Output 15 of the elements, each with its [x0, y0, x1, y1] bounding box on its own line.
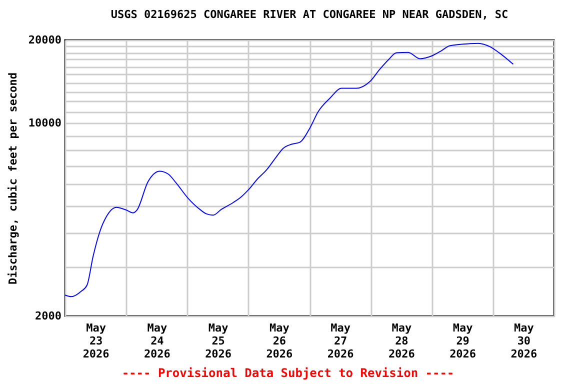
- y-tick-label: 2000: [35, 310, 62, 322]
- text: ---- Provisional Data Subject to Revision ----: [120, 366, 456, 380]
- x-tick-label: May 29 2026: [450, 322, 476, 360]
- x-tick-label: May 28 2026: [388, 322, 416, 360]
- y-axis-title: Discharge, cubic feet per second: [6, 72, 20, 284]
- chart-title: USGS 02169625 CONGAREE RIVER AT CONGAREE NP NEAR GADSDEN, SC: [110, 8, 508, 21]
- x-tick-label: May 24 2026: [144, 322, 171, 360]
- x-tick-label: May 25 2026: [205, 322, 232, 360]
- x-tick-label: May 27 2026: [327, 322, 354, 360]
- y-tick-label: 10000: [28, 116, 62, 130]
- y-tick-label: 20000: [28, 34, 62, 46]
- x-tick-label: May 26 2026: [266, 322, 294, 360]
- line-series: [64, 42, 514, 298]
- x-tick-label: May 23 2026: [82, 322, 110, 360]
- x-tick-label: May 30 2026: [510, 322, 538, 360]
